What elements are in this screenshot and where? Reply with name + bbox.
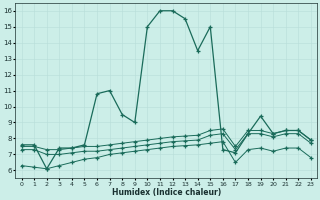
X-axis label: Humidex (Indice chaleur): Humidex (Indice chaleur) xyxy=(112,188,221,197)
